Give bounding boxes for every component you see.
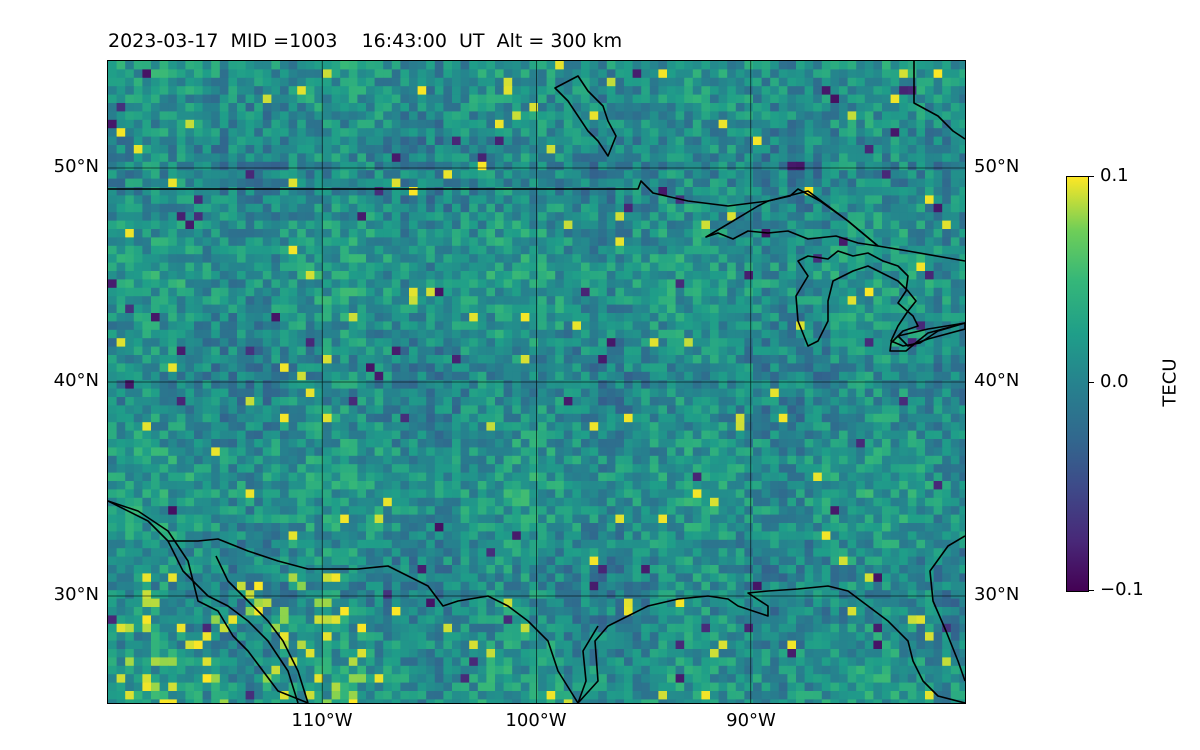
lake-superior: [705, 188, 879, 247]
lake-michigan: [795, 250, 965, 352]
colorbar-tick-mid: [1088, 382, 1094, 383]
lat-label-30-right: 30°N: [974, 584, 1020, 605]
lon-label-110w: 110°W: [291, 710, 353, 731]
mexico-gulf-coast: [577, 625, 599, 703]
us-mexico-border: [108, 500, 579, 703]
hudson-bay-coast: [554, 75, 617, 157]
colorbar-tick-top: [1088, 176, 1094, 177]
tec-map[interactable]: [108, 61, 965, 703]
tec-cells: [108, 61, 965, 703]
colorbar-title: TECU: [1159, 358, 1181, 407]
colorbar-tick-bottom: [1088, 590, 1094, 591]
northeast-coast: [913, 61, 965, 140]
mexico-west-coast: [108, 500, 309, 703]
gulf-of-california: [215, 555, 309, 703]
map-title: 2023-03-17 MID =1003 16:43:00 UT Alt = 3…: [108, 30, 623, 52]
lat-label-50-left: 50°N: [53, 156, 99, 177]
colorbar-label-zero: 0.0: [1100, 371, 1129, 392]
gulf-coast: [577, 585, 965, 703]
colorbar-label-min: −0.1: [1100, 579, 1144, 600]
colorbar: [1066, 176, 1089, 592]
florida-coast: [929, 535, 965, 682]
tec-map-canvas: [108, 61, 965, 703]
baja-peninsula: [167, 540, 299, 703]
lon-label-90w: 90°W: [726, 710, 776, 731]
lake-erie: [897, 322, 965, 347]
coastlines: [108, 61, 965, 703]
lat-label-40-right: 40°N: [974, 370, 1020, 391]
lon-label-100w: 100°W: [505, 710, 567, 731]
lat-label-50-right: 50°N: [974, 156, 1020, 177]
lat-label-40-left: 40°N: [53, 370, 99, 391]
lat-label-30-left: 30°N: [53, 584, 99, 605]
gridlines: [108, 61, 965, 703]
colorbar-label-max: 0.1: [1100, 165, 1129, 186]
